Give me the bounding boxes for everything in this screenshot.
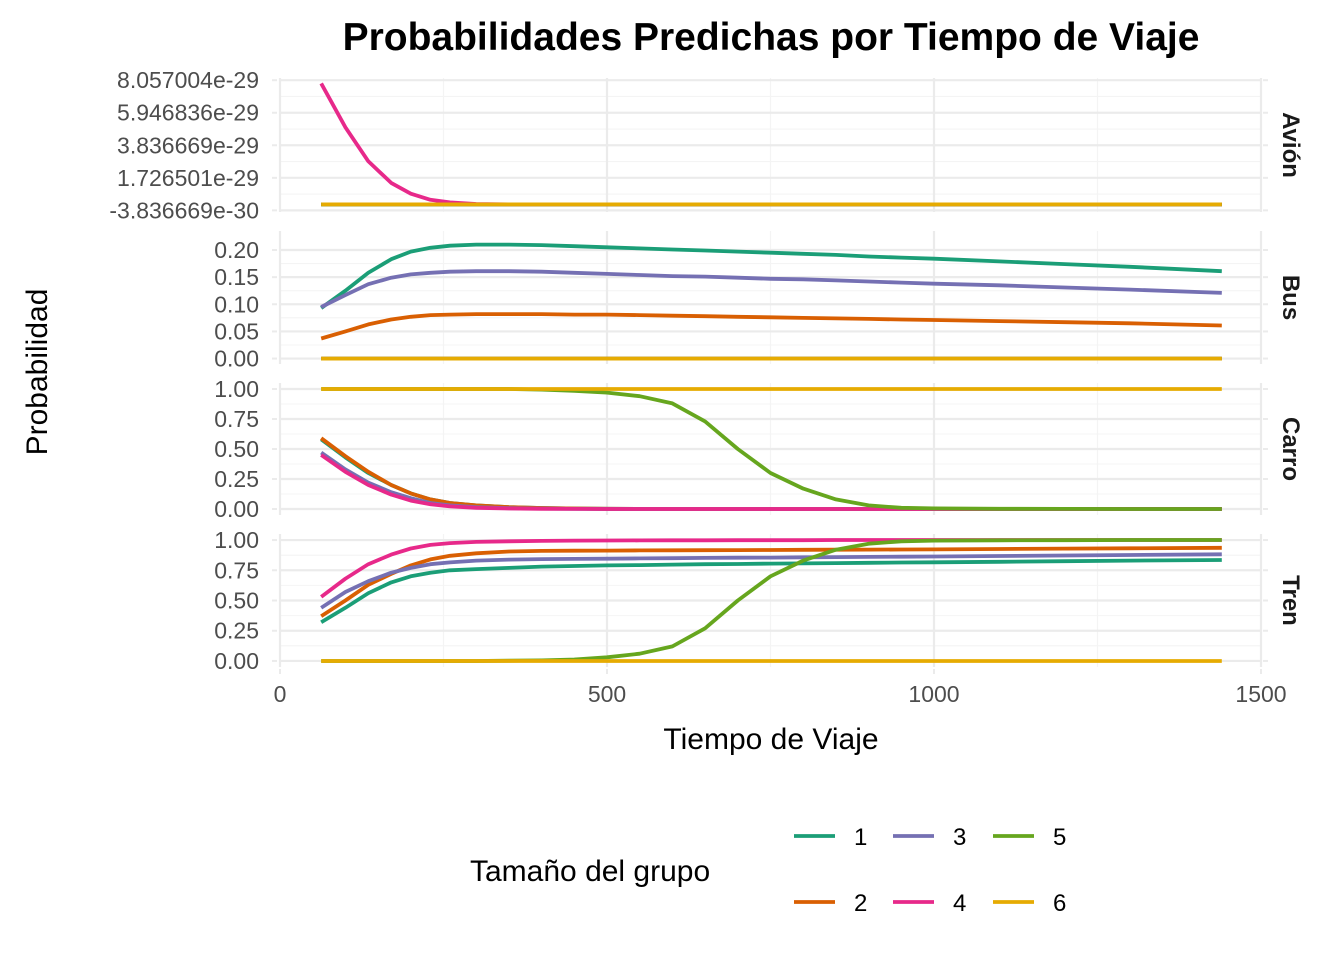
series-line-tren-grupo-1 xyxy=(320,558,1222,624)
facet-strip-label: Carro xyxy=(1277,417,1304,481)
legend-item: 2 xyxy=(794,890,867,917)
legend-label: 2 xyxy=(854,890,867,917)
y-tick-label: 1.00 xyxy=(214,376,259,402)
legend: Tamaño del grupo 1 2 3 4 5 6 xyxy=(470,824,1066,917)
series-line-carro-grupo-4 xyxy=(320,453,1222,511)
panel-bus: 0.000.050.100.150.20 Bus xyxy=(214,231,1304,372)
legend-label: 5 xyxy=(1053,824,1066,851)
y-tick-label: 0.25 xyxy=(214,466,259,492)
legend-item: 5 xyxy=(993,824,1066,851)
facet-strip-label: Bus xyxy=(1277,275,1304,320)
facet-strip-label: Avión xyxy=(1277,112,1304,178)
y-tick-label: 0.75 xyxy=(214,406,259,432)
x-tick-label: 1500 xyxy=(1235,681,1286,707)
chart-title: Probabilidades Predichas por Tiempo de V… xyxy=(343,16,1200,59)
y-tick-label: 0.10 xyxy=(214,291,259,317)
y-tick-label: 0.00 xyxy=(214,648,259,674)
x-tick-label: 0 xyxy=(274,681,287,707)
y-tick-label: 5.946836e-29 xyxy=(117,100,259,126)
y-tick-label: 0.25 xyxy=(214,618,259,644)
y-axis-title: Probabilidad xyxy=(21,289,54,456)
series-line-tren-grupo-2 xyxy=(320,545,1222,618)
x-tick-label: 500 xyxy=(588,681,626,707)
legend-label: 3 xyxy=(953,824,966,851)
panel-avion: -3.836669e-30 1.726501e-29 3.836669e-29 5.9… xyxy=(109,67,1304,223)
series-line-bus-grupo-1 xyxy=(320,242,1222,310)
legend-item: 6 xyxy=(993,890,1066,917)
y-tick-label: 0.50 xyxy=(214,588,259,614)
y-tick-label: 3.836669e-29 xyxy=(117,132,259,158)
panel-carro: 0.00 0.25 0.50 0.75 1.00 Carro xyxy=(214,376,1304,522)
y-tick-label: 0.00 xyxy=(214,496,259,522)
y-tick-label: 0.50 xyxy=(214,436,259,462)
legend-title: Tamaño del grupo xyxy=(470,855,710,888)
x-axis-ticks: 0 500 1000 1500 xyxy=(274,669,1287,707)
series-line-carro-grupo-3 xyxy=(320,451,1222,511)
legend-label: 4 xyxy=(953,890,966,917)
y-tick-label: 1.726501e-29 xyxy=(117,165,259,191)
legend-items: 1 2 3 4 5 6 xyxy=(794,824,1066,917)
series-line-tren-grupo-3 xyxy=(320,552,1222,610)
y-tick-label: -3.836669e-30 xyxy=(109,197,259,223)
series-line-bus-grupo-2 xyxy=(320,312,1222,341)
x-axis-title: Tiempo de Viaje xyxy=(663,723,878,756)
y-tick-label: 0.20 xyxy=(214,237,259,263)
legend-item: 3 xyxy=(893,824,966,851)
y-tick-label: 0.75 xyxy=(214,557,259,583)
y-tick-label: 1.00 xyxy=(214,527,259,553)
y-tick-label: 8.057004e-29 xyxy=(117,67,259,93)
legend-item: 4 xyxy=(893,890,966,917)
x-tick-label: 1000 xyxy=(908,681,959,707)
facet-panels: -3.836669e-30 1.726501e-29 3.836669e-29 5.9… xyxy=(109,67,1304,674)
legend-item: 1 xyxy=(794,824,867,851)
legend-label: 6 xyxy=(1053,890,1066,917)
series-line-bus-grupo-3 xyxy=(320,269,1222,309)
y-tick-label: 0.05 xyxy=(214,318,259,344)
panel-tren: 0.00 0.25 0.50 0.75 1.00 Tren xyxy=(214,527,1304,674)
facet-strip-label: Tren xyxy=(1277,575,1304,626)
series-line-avion-grupo-4 xyxy=(319,82,1222,207)
legend-label: 1 xyxy=(854,824,867,851)
y-tick-label: 0.15 xyxy=(214,264,259,290)
y-tick-label: 0.00 xyxy=(214,346,259,372)
